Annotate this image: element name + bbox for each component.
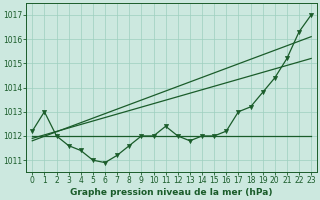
- X-axis label: Graphe pression niveau de la mer (hPa): Graphe pression niveau de la mer (hPa): [70, 188, 273, 197]
